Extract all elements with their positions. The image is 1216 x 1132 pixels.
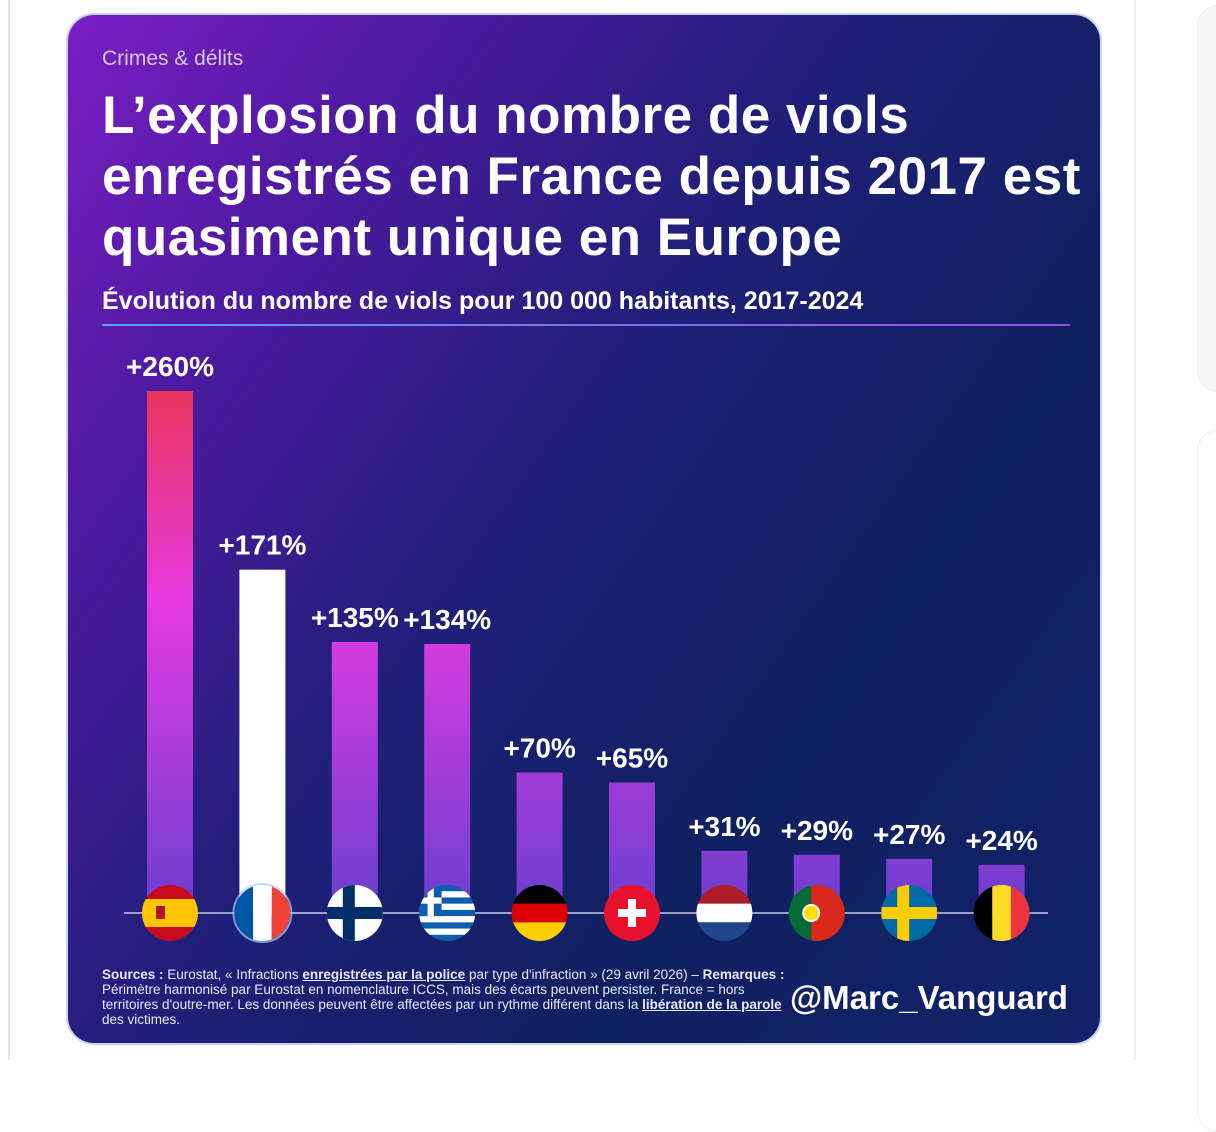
data-label: +65% [596,743,668,774]
data-label: +31% [688,811,760,842]
data-label: +171% [218,530,306,561]
bar-flag-france [239,569,286,913]
police-link[interactable]: enregistrées par la police [302,967,466,982]
data-label: +29% [781,815,853,846]
remarks-label: Remarques : [702,967,785,982]
category-label: Crimes & délits [102,47,244,70]
infographic-card: Crimes & délits L’explosion du nombre de… [68,15,1100,1043]
sidebar-card [1197,5,1216,392]
flag-greece-icon [419,885,476,941]
title-underline [102,324,1070,326]
flag-spain-icon [142,885,198,941]
data-label: +135% [311,602,399,633]
column-divider [1134,0,1136,1060]
sources-note: Sources : Eurostat, « Infractions enregi… [102,967,802,1027]
sources-label: Sources : [102,967,164,982]
data-label: +70% [503,732,575,763]
flag-belgium-icon [973,885,1030,941]
chart-title: Évolution du nombre de viols pour 100 00… [102,287,864,315]
flag-portugal-icon [788,885,845,941]
data-label: +24% [965,825,1037,856]
note-text: par type d'infraction » (29 avril 2026) … [465,967,703,982]
note-text: des victimes. [102,1012,181,1027]
bar-flag-finland [331,641,378,913]
sidebar-card [1197,430,1216,1132]
note-text: Périmètre harmonisé par Eurostat en nome… [102,982,745,1012]
author-handle: @Marc_Vanguard [790,979,1068,1016]
flag-sweden-icon [881,885,938,941]
bar-chart: +260% +171% +135% +134% +70% +65% +31% +29% +27%… [124,351,1048,943]
bar-flag-greece [424,643,471,913]
data-label: +260% [126,351,214,382]
flag-netherlands-icon [696,885,753,941]
data-label: +134% [403,604,491,635]
bar-flag-spain [147,391,193,913]
note-text: Eurostat, « Infractions [163,967,303,982]
liberation-link[interactable]: libération de la parole [642,997,782,1012]
headline: L’explosion du nombre de viols enregistr… [102,86,1081,267]
flag-france-icon [232,883,293,943]
flag-finland-icon [326,885,383,941]
flag-germany-icon [511,885,568,941]
data-label: +27% [873,819,945,850]
flag-switzerland-icon [604,885,660,941]
left-scroll-edge [8,0,10,1060]
